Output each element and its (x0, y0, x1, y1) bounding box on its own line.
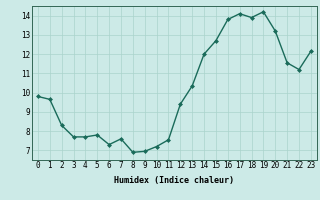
X-axis label: Humidex (Indice chaleur): Humidex (Indice chaleur) (115, 176, 234, 185)
